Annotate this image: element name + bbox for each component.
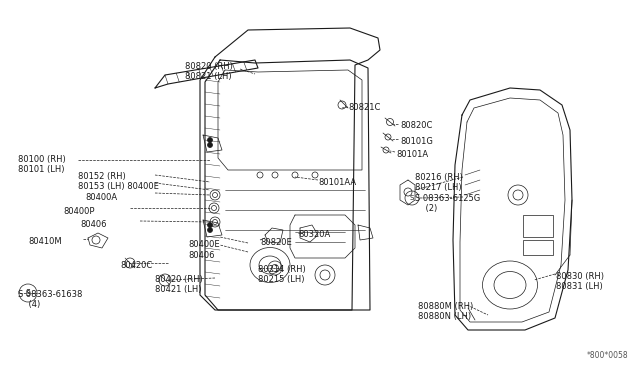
Circle shape xyxy=(207,222,212,228)
Text: 80101A: 80101A xyxy=(396,150,428,159)
Text: 80320A: 80320A xyxy=(298,230,330,239)
Text: 80820E: 80820E xyxy=(260,238,292,247)
Text: 80821 (LH): 80821 (LH) xyxy=(185,72,232,81)
Text: S: S xyxy=(410,195,414,201)
Text: S 08363-61638: S 08363-61638 xyxy=(18,290,83,299)
Text: 80421 (LH): 80421 (LH) xyxy=(155,285,202,294)
Circle shape xyxy=(207,228,212,232)
Text: 80820C: 80820C xyxy=(400,121,433,130)
Text: 80216 (RH): 80216 (RH) xyxy=(415,173,463,182)
Text: 80101AA: 80101AA xyxy=(318,178,356,187)
Text: 80406: 80406 xyxy=(188,251,214,260)
Text: (4): (4) xyxy=(18,300,40,309)
Text: 80880N (LH): 80880N (LH) xyxy=(418,312,471,321)
Text: 80820 (RH): 80820 (RH) xyxy=(185,62,233,71)
Text: *800*0058: *800*0058 xyxy=(586,351,628,360)
Text: 80830 (RH): 80830 (RH) xyxy=(556,272,604,281)
Text: 80400E: 80400E xyxy=(188,240,220,249)
Circle shape xyxy=(207,138,212,142)
Bar xyxy=(523,215,553,237)
Text: 80880M (RH): 80880M (RH) xyxy=(418,302,473,311)
Text: 80406: 80406 xyxy=(80,220,106,229)
Text: 80400P: 80400P xyxy=(63,207,95,216)
Text: (2): (2) xyxy=(415,204,437,213)
Text: 80100 (RH): 80100 (RH) xyxy=(18,155,66,164)
Text: 80101 (LH): 80101 (LH) xyxy=(18,165,65,174)
Text: 80821C: 80821C xyxy=(348,103,380,112)
Text: 80152 (RH): 80152 (RH) xyxy=(78,172,125,181)
Text: 80153 (LH) 80400E: 80153 (LH) 80400E xyxy=(78,182,159,191)
Circle shape xyxy=(207,142,212,148)
Text: S 08363-6125G: S 08363-6125G xyxy=(415,194,480,203)
Text: 80215 (LH): 80215 (LH) xyxy=(258,275,305,284)
Text: 80214 (RH): 80214 (RH) xyxy=(258,265,306,274)
Text: S: S xyxy=(26,289,30,298)
Text: 80400A: 80400A xyxy=(85,193,117,202)
Text: 80831 (LH): 80831 (LH) xyxy=(556,282,603,291)
Text: 80410M: 80410M xyxy=(28,237,61,246)
Text: 80420C: 80420C xyxy=(120,261,152,270)
Bar xyxy=(523,240,553,255)
Text: 80101G: 80101G xyxy=(400,137,433,146)
Text: 80420 (RH): 80420 (RH) xyxy=(155,275,203,284)
Text: 80217 (LH): 80217 (LH) xyxy=(415,183,461,192)
